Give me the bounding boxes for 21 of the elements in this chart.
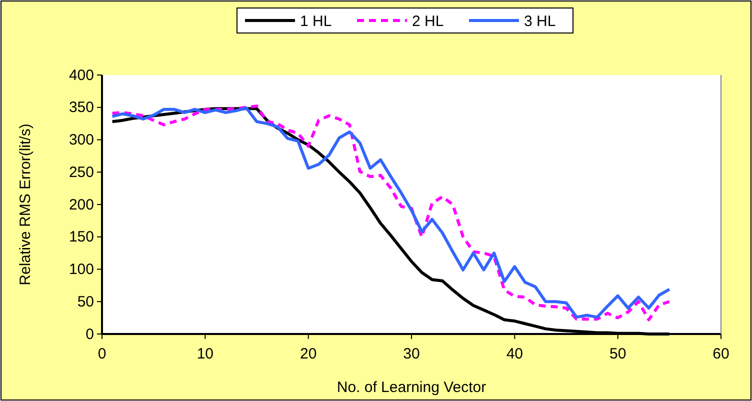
x-tick-label: 0 xyxy=(98,346,106,362)
x-tick-label: 10 xyxy=(196,346,214,362)
x-axis-title: No. of Learning Vector xyxy=(336,379,486,396)
x-tick-label: 30 xyxy=(403,346,420,362)
y-tick-label: 400 xyxy=(68,66,94,84)
x-tick-label: 40 xyxy=(506,346,524,362)
y-tick-label: 0 xyxy=(86,326,94,343)
legend-label: 3 HL xyxy=(524,12,556,30)
y-tick-label: 200 xyxy=(68,196,94,214)
y-tick-label: 300 xyxy=(68,132,94,149)
y-tick-label: 250 xyxy=(68,164,94,181)
legend-label: 1 HL xyxy=(300,12,332,30)
x-tick-label: 50 xyxy=(609,346,626,362)
x-tick-label: 60 xyxy=(712,346,730,362)
legend-label: 2 HL xyxy=(412,12,444,30)
y-tick-label: 100 xyxy=(68,261,94,278)
y-tick-label: 150 xyxy=(68,228,94,246)
y-axis-title: Relative RMS Error(lit/s) xyxy=(17,124,34,286)
y-tick-label: 50 xyxy=(77,293,94,310)
y-tick-label: 350 xyxy=(68,99,94,116)
x-tick-label: 20 xyxy=(300,346,317,362)
